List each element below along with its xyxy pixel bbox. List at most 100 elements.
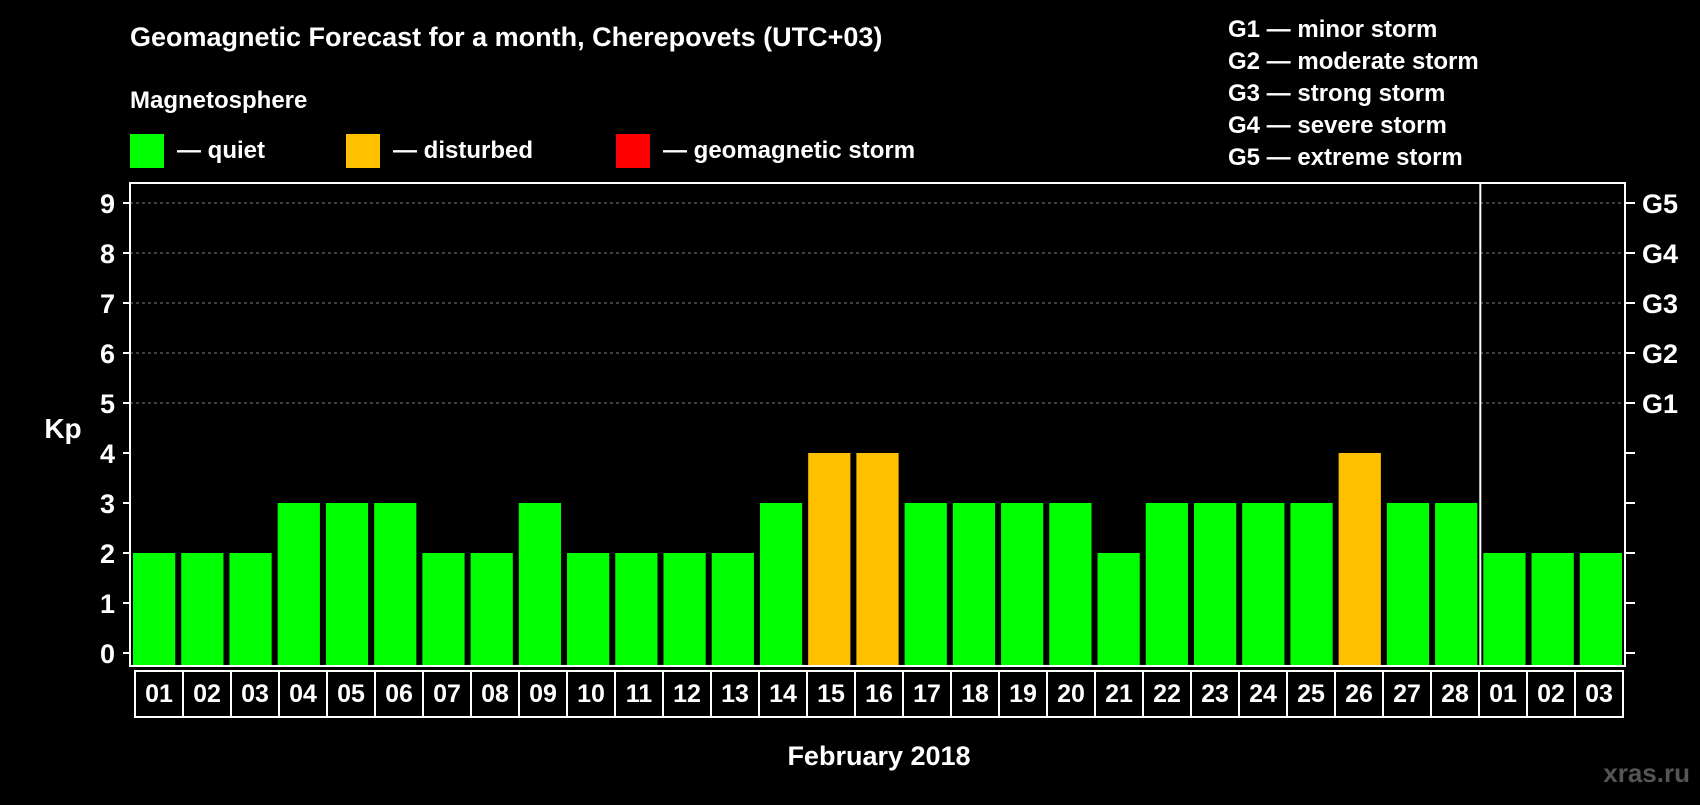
bar-series bbox=[133, 453, 1622, 666]
x-tick-label-17: 18 bbox=[961, 680, 989, 708]
x-tick-label-2: 03 bbox=[241, 680, 269, 708]
x-axis-label: February 2018 bbox=[787, 741, 970, 771]
storm-scale-item-0: G1 — minor storm bbox=[1228, 16, 1437, 43]
grid-lines bbox=[130, 202, 1625, 404]
bar-11 bbox=[663, 553, 706, 666]
x-tick-label-19: 20 bbox=[1057, 680, 1085, 708]
x-tick-label-27: 28 bbox=[1441, 680, 1469, 708]
bar-25 bbox=[1338, 453, 1381, 666]
x-tick-label-3: 04 bbox=[289, 680, 317, 708]
bar-29 bbox=[1531, 553, 1574, 666]
bar-5 bbox=[374, 503, 417, 666]
x-tick-label-1: 02 bbox=[193, 680, 221, 708]
right-axis: G1 G2 G3 G4 G5 bbox=[1625, 189, 1678, 654]
y-tick-label-3: 3 bbox=[100, 489, 115, 519]
x-tick-label-6: 07 bbox=[433, 680, 461, 708]
legend-label-1: — disturbed bbox=[393, 137, 533, 164]
x-tick-label-30: 03 bbox=[1585, 680, 1613, 708]
legend: — quiet — disturbed — geomagnetic storm bbox=[130, 134, 915, 168]
right-tick-label-3: G4 bbox=[1642, 239, 1678, 269]
watermark: xras.ru bbox=[1603, 758, 1690, 788]
bar-22 bbox=[1193, 503, 1237, 666]
x-tick-label-13: 14 bbox=[769, 680, 797, 708]
right-tick-label-4: G5 bbox=[1642, 189, 1678, 219]
y-tick-label-8: 8 bbox=[100, 239, 115, 269]
x-tick-label-18: 19 bbox=[1009, 680, 1037, 708]
y-tick-label-9: 9 bbox=[100, 189, 115, 219]
x-axis-box bbox=[134, 670, 1624, 718]
x-tick-label-26: 27 bbox=[1393, 680, 1421, 708]
bar-17 bbox=[952, 503, 996, 666]
bar-0 bbox=[133, 553, 176, 666]
bar-21 bbox=[1145, 503, 1188, 666]
bar-30 bbox=[1579, 553, 1622, 666]
bar-18 bbox=[1001, 503, 1044, 666]
x-tick-label-5: 06 bbox=[385, 680, 413, 708]
x-tick-label-22: 23 bbox=[1201, 680, 1229, 708]
storm-scale-item-1: G2 — moderate storm bbox=[1228, 48, 1479, 75]
x-tick-label-29: 02 bbox=[1537, 680, 1565, 708]
bar-4 bbox=[325, 503, 369, 666]
x-tick-label-20: 21 bbox=[1105, 680, 1133, 708]
legend-swatch-2 bbox=[616, 134, 650, 168]
bar-8 bbox=[518, 503, 562, 666]
bar-2 bbox=[229, 553, 272, 666]
bar-15 bbox=[856, 453, 899, 666]
bar-27 bbox=[1435, 503, 1478, 666]
y-tick-label-2: 2 bbox=[100, 539, 115, 569]
right-tick-label-2: G3 bbox=[1642, 289, 1678, 319]
legend-swatch-0 bbox=[130, 134, 164, 168]
x-tick-label-12: 13 bbox=[721, 680, 749, 708]
bar-7 bbox=[470, 553, 513, 666]
x-tick-label-16: 17 bbox=[913, 680, 941, 708]
right-tick-label-1: G2 bbox=[1642, 339, 1678, 369]
x-tick-label-24: 25 bbox=[1297, 680, 1325, 708]
bar-16 bbox=[904, 503, 947, 666]
y-tick-label-5: 5 bbox=[100, 389, 115, 419]
x-tick-label-7: 08 bbox=[481, 680, 509, 708]
y-tick-label-0: 0 bbox=[100, 639, 115, 669]
legend-label-0: — quiet bbox=[177, 137, 265, 164]
chart-title: Geomagnetic Forecast for a month, Cherep… bbox=[130, 22, 882, 52]
x-tick-label-14: 15 bbox=[817, 680, 845, 708]
right-tick-label-0: G1 bbox=[1642, 389, 1678, 419]
x-tick-label-28: 01 bbox=[1489, 680, 1517, 708]
bar-13 bbox=[759, 503, 803, 666]
storm-scale-item-4: G5 — extreme storm bbox=[1228, 144, 1463, 171]
storm-scale-legend: G1 — minor storm G2 — moderate storm G3 — … bbox=[1228, 16, 1479, 171]
bar-9 bbox=[567, 553, 610, 666]
y-axis-label: Kp bbox=[44, 413, 81, 444]
bar-28 bbox=[1483, 553, 1526, 666]
x-tick-label-11: 12 bbox=[673, 680, 701, 708]
y-tick-label-6: 6 bbox=[100, 339, 115, 369]
x-tick-label-15: 16 bbox=[865, 680, 893, 708]
bar-23 bbox=[1242, 503, 1285, 666]
y-tick-label-1: 1 bbox=[100, 589, 115, 619]
x-tick-label-0: 01 bbox=[145, 680, 173, 708]
x-tick-label-25: 26 bbox=[1345, 680, 1373, 708]
x-tick-label-8: 09 bbox=[529, 680, 557, 708]
bar-10 bbox=[615, 553, 658, 666]
legend-swatch-1 bbox=[346, 134, 380, 168]
bar-20 bbox=[1097, 553, 1140, 666]
x-tick-label-21: 22 bbox=[1153, 680, 1181, 708]
bar-19 bbox=[1049, 503, 1092, 666]
plot-border bbox=[129, 182, 1626, 667]
y-tick-label-7: 7 bbox=[100, 289, 115, 319]
x-tick-label-4: 05 bbox=[337, 680, 365, 708]
y-tick-label-4: 4 bbox=[100, 439, 115, 469]
storm-scale-item-2: G3 — strong storm bbox=[1228, 80, 1445, 107]
bar-6 bbox=[422, 553, 465, 666]
legend-title: Magnetosphere bbox=[130, 87, 307, 114]
x-tick-label-23: 24 bbox=[1249, 680, 1277, 708]
bar-14 bbox=[808, 453, 851, 666]
bar-12 bbox=[711, 553, 754, 666]
bar-3 bbox=[277, 503, 320, 666]
plot-frame bbox=[129, 182, 1626, 667]
legend-label-2: — geomagnetic storm bbox=[663, 137, 915, 164]
y-axis: 0 1 2 3 4 5 6 7 8 9 bbox=[100, 189, 130, 669]
x-tick-label-9: 10 bbox=[577, 680, 605, 708]
bar-24 bbox=[1290, 503, 1333, 666]
